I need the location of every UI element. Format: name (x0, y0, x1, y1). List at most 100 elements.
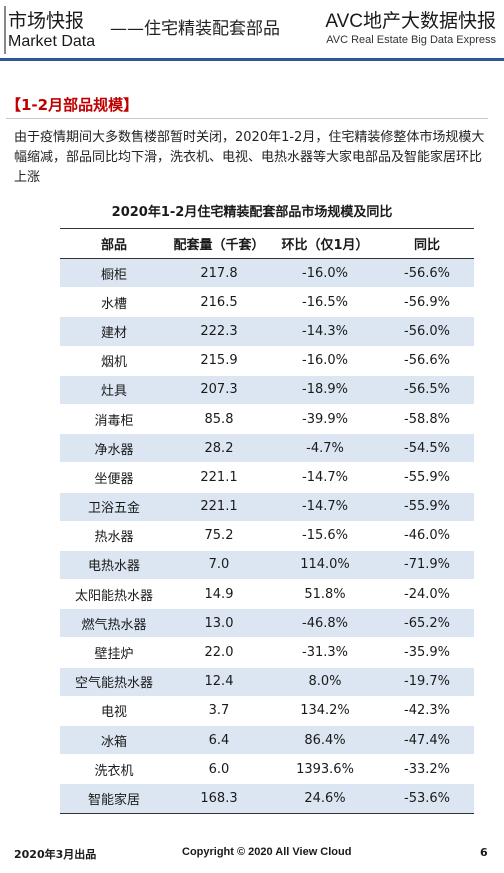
cell-quantity: 22.0 (168, 637, 270, 668)
cell-yoy: -71.9% (380, 550, 474, 581)
cell-mom: -31.3% (270, 637, 380, 668)
header-mom: 环比（仅1月） (270, 228, 380, 259)
cell-quantity: 217.8 (168, 258, 270, 289)
cell-yoy: -56.6% (380, 258, 474, 289)
cell-part: 水槽 (60, 287, 168, 318)
cell-yoy: -55.9% (380, 492, 474, 522)
table-row: 净水器 28.2 -4.7% -54.5% (60, 433, 474, 464)
cell-quantity: 85.8 (168, 404, 270, 435)
cell-mom: -4.7% (270, 433, 380, 464)
cell-part: 热水器 (60, 521, 168, 551)
table-row: 灶具 207.3 -18.9% -56.5% (60, 375, 474, 405)
cell-yoy: -35.9% (380, 637, 474, 668)
cell-yoy: -33.2% (380, 754, 474, 785)
cell-quantity: 221.1 (168, 462, 270, 493)
cell-part: 建材 (60, 316, 168, 347)
cell-quantity: 207.3 (168, 375, 270, 405)
table-row: 空气能热水器 12.4 8.0% -19.7% (60, 667, 474, 697)
cell-mom: -18.9% (270, 375, 380, 405)
cell-mom: -14.3% (270, 316, 380, 347)
cell-part: 灶具 (60, 375, 168, 405)
cell-mom: 51.8% (270, 579, 380, 610)
cell-yoy: -53.6% (380, 783, 474, 814)
header-rule (0, 58, 504, 61)
cell-yoy: -56.9% (380, 287, 474, 318)
table-row: 智能家居 168.3 24.6% -53.6% (60, 783, 474, 814)
cell-yoy: -46.0% (380, 521, 474, 551)
header-quantity: 配套量（千套） (168, 228, 270, 259)
cell-yoy: -24.0% (380, 579, 474, 610)
table-row: 水槽 216.5 -16.5% -56.9% (60, 287, 474, 318)
cell-part: 空气能热水器 (60, 667, 168, 697)
table-title: 2020年1-2月住宅精装配套部品市场规模及同比 (111, 205, 393, 220)
cell-mom: -16.0% (270, 258, 380, 289)
cell-yoy: -56.6% (380, 346, 474, 376)
footer-copyright: Copyright © 2020 All View Cloud (182, 846, 352, 858)
cell-quantity: 6.0 (168, 754, 270, 785)
table-body: 橱柜 217.8 -16.0% -56.6% 水槽 216.5 -16.5% -56.9% 建材… (60, 258, 474, 814)
table-row: 电热水器 7.0 114.0% -71.9% (60, 550, 474, 581)
cell-mom: 1393.6% (270, 754, 380, 785)
cell-mom: 134.2% (270, 696, 380, 727)
footer-date: 2020年3月出品 (14, 848, 97, 861)
header-middle-title: ——住宅精装配套部品 (110, 19, 280, 39)
table-row: 卫浴五金 221.1 -14.7% -55.9% (60, 492, 474, 522)
header-left-title: 市场快报 (8, 10, 85, 32)
section-title: 【1-2月部品规模】 (6, 96, 139, 114)
cell-mom: -14.7% (270, 492, 380, 522)
table-row: 壁挂炉 22.0 -31.3% -35.9% (60, 637, 474, 668)
table-row: 建材 222.3 -14.3% -56.0% (60, 316, 474, 347)
cell-quantity: 168.3 (168, 783, 270, 814)
market-size-table: 部品 配套量（千套） 环比（仅1月） 同比 橱柜 217.8 -16.0% -56.6… (60, 228, 474, 814)
cell-part: 卫浴五金 (60, 492, 168, 522)
table-row: 消毒柜 85.8 -39.9% -58.8% (60, 404, 474, 435)
header-divider (4, 6, 6, 54)
table-row: 电视 3.7 134.2% -42.3% (60, 696, 474, 727)
cell-yoy: -42.3% (380, 696, 474, 727)
cell-yoy: -56.5% (380, 375, 474, 405)
cell-quantity: 221.1 (168, 492, 270, 522)
cell-part: 净水器 (60, 433, 168, 464)
cell-part: 电热水器 (60, 550, 168, 581)
cell-quantity: 222.3 (168, 316, 270, 347)
table-row: 热水器 75.2 -15.6% -46.0% (60, 521, 474, 551)
cell-mom: -39.9% (270, 404, 380, 435)
cell-quantity: 14.9 (168, 579, 270, 610)
section-divider (6, 118, 488, 119)
cell-yoy: -56.0% (380, 316, 474, 347)
cell-mom: -15.6% (270, 521, 380, 551)
table-row: 冰箱 6.4 86.4% -47.4% (60, 725, 474, 756)
cell-quantity: 13.0 (168, 608, 270, 639)
page-number: 6 (480, 846, 488, 859)
header-part: 部品 (60, 228, 168, 259)
cell-mom: -16.5% (270, 287, 380, 318)
table-row: 坐便器 221.1 -14.7% -55.9% (60, 462, 474, 493)
header-right-subtitle: AVC Real Estate Big Data Express (326, 34, 496, 46)
cell-part: 消毒柜 (60, 404, 168, 435)
cell-quantity: 7.0 (168, 550, 270, 581)
cell-yoy: -19.7% (380, 667, 474, 697)
table-header-row: 部品 配套量（千套） 环比（仅1月） 同比 (60, 228, 474, 259)
cell-part: 冰箱 (60, 725, 168, 756)
header-right-title: AVC地产大数据快报 (325, 11, 496, 32)
cell-part: 燃气热水器 (60, 608, 168, 639)
cell-part: 橱柜 (60, 258, 168, 289)
cell-mom: 114.0% (270, 550, 380, 581)
header-left-subtitle: Market Data (8, 33, 96, 50)
cell-mom: -14.7% (270, 462, 380, 493)
table-row: 橱柜 217.8 -16.0% -56.6% (60, 258, 474, 289)
cell-quantity: 215.9 (168, 346, 270, 376)
header-yoy: 同比 (380, 228, 474, 259)
cell-yoy: -58.8% (380, 404, 474, 435)
cell-part: 洗衣机 (60, 754, 168, 785)
cell-mom: -46.8% (270, 608, 380, 639)
cell-quantity: 12.4 (168, 667, 270, 697)
cell-yoy: -54.5% (380, 433, 474, 464)
cell-part: 烟机 (60, 346, 168, 376)
cell-part: 太阳能热水器 (60, 579, 168, 610)
cell-part: 坐便器 (60, 462, 168, 493)
cell-part: 智能家居 (60, 783, 168, 814)
cell-quantity: 6.4 (168, 725, 270, 756)
cell-mom: -16.0% (270, 346, 380, 376)
cell-quantity: 3.7 (168, 696, 270, 727)
